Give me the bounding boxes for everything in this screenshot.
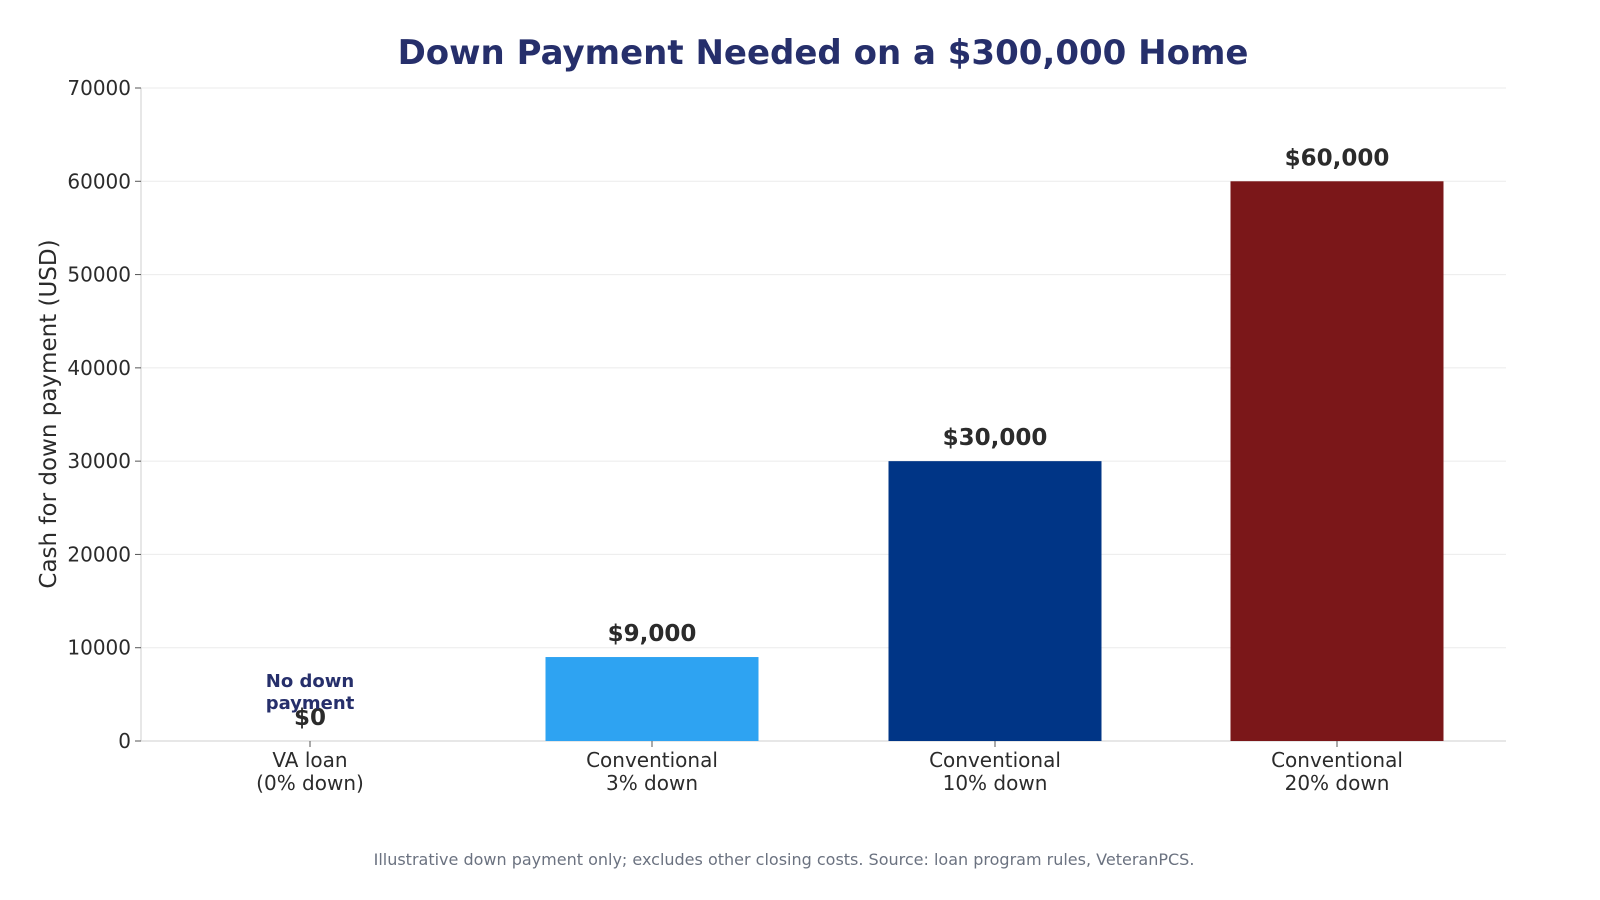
x-tick-label: Conventional — [1271, 748, 1403, 772]
y-tick-label: 20000 — [67, 542, 131, 566]
x-tick-label: 3% down — [606, 771, 698, 795]
y-tick-label: 60000 — [67, 169, 131, 193]
y-tick-label: 50000 — [67, 263, 131, 287]
x-tick-label: Conventional — [929, 748, 1061, 772]
data-label: $60,000 — [1285, 145, 1390, 171]
footnote: Illustrative down payment only; excludes… — [374, 850, 1195, 869]
bars — [545, 181, 1444, 742]
x-tick-label: VA loan — [272, 748, 347, 772]
y-tick-label: 0 — [118, 729, 131, 753]
y-tick-label: 10000 — [67, 636, 131, 660]
annotation-text: No down — [266, 671, 354, 692]
data-label: $30,000 — [943, 425, 1048, 451]
data-label: $9,000 — [608, 621, 697, 647]
x-tick-label: 10% down — [943, 771, 1048, 795]
bar — [1230, 181, 1444, 742]
y-tick-label: 70000 — [67, 76, 131, 100]
gridlines — [141, 87, 1506, 649]
y-axis-label: Cash for down payment (USD) — [36, 239, 62, 588]
bar — [545, 657, 759, 741]
tick-labels: 0 10000 20000 30000 40000 50000 60000 70000 VA l… — [67, 76, 1403, 795]
annotation-text: payment — [266, 693, 355, 714]
x-tick-label: 20% down — [1285, 771, 1390, 795]
x-tick-label: (0% down) — [256, 771, 364, 795]
x-tick-label: Conventional — [586, 748, 718, 772]
y-tick-label: 40000 — [67, 356, 131, 380]
y-tick-label: 30000 — [67, 449, 131, 473]
bar — [888, 461, 1102, 741]
chart-title: Down Payment Needed on a $300,000 Home — [398, 33, 1249, 73]
data-label: $0 — [294, 705, 326, 731]
